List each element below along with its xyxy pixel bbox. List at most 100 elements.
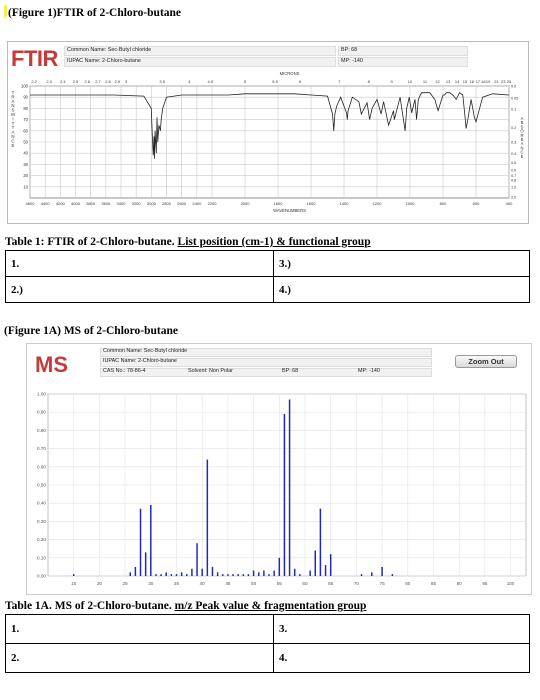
ftir-x-tick-label: 2600 [177,201,187,206]
ms-y-tick-label: 0.40 [37,501,46,506]
ms-panel [26,343,532,595]
ms-y-tick-label: 1.00 [37,392,46,397]
ftir-micron-tick-label: 5 [244,79,247,84]
ftir-panel [7,41,529,224]
ftir-abs-tick-label: 0.2 [511,126,516,130]
ftir-micron-tick-label: 21 [494,79,499,84]
ftir-y-tick-label: 70 [23,117,28,122]
ftir-abs-tick-label: 0.05 [511,97,518,101]
ftir-micron-tick-label: 17 [476,79,481,84]
ms-x-tick-label: 35 [174,581,180,586]
ms-y-tick-label: 0.90 [37,410,46,415]
ftir-infobox-4 [338,57,468,67]
ftir-infobox-1 [64,46,336,56]
table1a-cell-1[interactable]: 1. [5,614,274,644]
ms-x-tick-label: 55 [277,581,283,586]
table1-cell-3[interactable]: 3.) [273,250,530,277]
ftir-micron-tick-label: 9 [391,79,394,84]
ms-chart: 1.00 0.90 0.80 0.70 0.60 0.50 0.40 0.30 0.20 0.10… [37,392,527,586]
ms-x-tick-label: 30 [148,581,154,586]
ftir-x-tick-label: 600 [473,201,480,206]
ftir-micron-tick-label: 10 [408,79,413,84]
ftir-y-tick-label: 40 [23,151,28,156]
ftir-x-tick-label: 3000 [147,201,157,206]
ms-x-tick-label: 80 [405,581,411,586]
ms-y-tick-label: 0.00 [37,574,46,579]
ms-x-tick-label: 70 [354,581,360,586]
ms-x-tick-label: 15 [71,581,77,586]
ftir-x-tick-label: 2000 [241,201,251,206]
ms-cas: CAS No.: 78-86-4 [103,368,146,374]
ftir-x-tick-label: 1200 [373,201,383,206]
ftir-x-tick-label: 3400 [117,201,127,206]
ftir-micron-tick-label: 25 [507,79,512,84]
ftir-abs-tick-label: 0.4 [511,152,516,156]
highlight-mark [4,5,7,17]
table1-cell-2[interactable]: 2.) [5,276,274,303]
zoom-out-button[interactable]: Zoom Out [455,355,517,368]
ms-infobox-3 [100,368,432,377]
ftir-micron-tick-label: 14 [455,79,460,84]
ms-x-tick-label: 100 [507,581,515,586]
ms-x-tick-label: 85 [431,581,437,586]
ftir-y-tick-label: 30 [23,162,28,167]
ms-mp: MP: -140 [358,368,380,374]
ftir-micron-tick-label: 2.9 [115,79,121,84]
ftir-mp: MP: -140 [341,58,363,64]
figure1-caption: (Figure 1)FTIR of 2-Chloro-butane [4,5,181,19]
ftir-abs-tick-label: 0.8 [511,179,516,183]
table1a-cell-2[interactable]: 2. [5,643,274,673]
ftir-micron-tick-label: 2.5 [73,79,79,84]
table1a-cell-4[interactable]: 4. [273,643,530,673]
ftir-abs-tick-label: 0.3 [511,140,516,144]
ms-y-tick-label: 0.60 [37,464,46,469]
ftir-x-tick-label: 2200 [208,201,218,206]
ftir-x-tick-label: 4400 [41,201,51,206]
ms-x-tick-label: 45 [225,581,231,586]
ftir-micron-tick-label: 2.6 [84,79,90,84]
ftir-x-tick-label: 1600 [307,201,317,206]
ftir-micron-tick-label: 2.7 [95,79,101,84]
ftir-abs-tick-label: 0.5 [511,161,516,165]
ms-infobox-2 [100,358,432,367]
ms-x-tick-label: 90 [457,581,463,586]
table1: 1. 3.) 2.) 4.) [5,250,530,303]
ftir-x-tick-label: 2800 [162,201,172,206]
ftir-abs-tick-label: 0.6 [511,168,516,172]
ftir-micron-tick-label: 13 [446,79,451,84]
ms-y-tick-label: 0.20 [37,537,46,542]
ftir-chart: 4600 4400 4200 4000 3800 3600 3400 3200 3000 2800… [10,71,524,213]
ftir-logo: FTIR [11,46,58,71]
ftir-abs-tick-label: 0.1 [511,108,516,112]
ftir-y-tick-label: 80 [23,106,28,111]
ftir-x-tick-label: 1000 [406,201,416,206]
ms-x-tick-label: 95 [482,581,488,586]
table1-cell-4[interactable]: 4.) [273,276,530,303]
figure1a-caption: (Figure 1A) MS of 2-Chloro-butane [4,325,178,337]
ftir-x-tick-label: 1400 [340,201,350,206]
ftir-abs-tick-label: 0.7 [511,174,516,178]
ms-x-tick-label: 25 [123,581,129,586]
ftir-y-tick-label: 10 [23,184,28,189]
ftir-micron-tick-label: 8 [368,79,371,84]
ms-y-tick-label: 0.10 [37,555,46,560]
table1a: 1. 3. 2. 4. [5,614,530,673]
ftir-left-axis-label: TRANSMITTANCE [10,90,15,147]
ftir-y-tick-label: 100 [21,84,29,89]
ftir-micron-tick-label: 2.8 [105,79,111,84]
ms-x-tick-label: 20 [97,581,103,586]
ftir-bottom-axis-label: WAVENUMBERS [273,208,306,213]
table1a-cell-3[interactable]: 3. [273,614,530,644]
ms-y-tick-label: 0.30 [37,519,46,524]
ftir-iupac-name: IUPAC Name: 2-Chloro-butane [67,58,141,64]
ftir-x-tick-label: 4200 [56,201,66,206]
ftir-x-tick-label: 400 [506,201,513,206]
ftir-spectrum-line [30,92,510,159]
ftir-right-axis-label: ABSORBANCE [519,116,524,158]
ftir-infobox-2 [64,57,336,67]
ms-x-tick-label: 40 [200,581,206,586]
ftir-x-tick-label: 3200 [132,201,142,206]
table1-cell-1[interactable]: 1. [5,250,274,277]
ms-infobox-1 [100,348,432,357]
table1a-caption: Table 1A. MS of 2-Chloro-butane. m/z Pea… [5,600,367,612]
